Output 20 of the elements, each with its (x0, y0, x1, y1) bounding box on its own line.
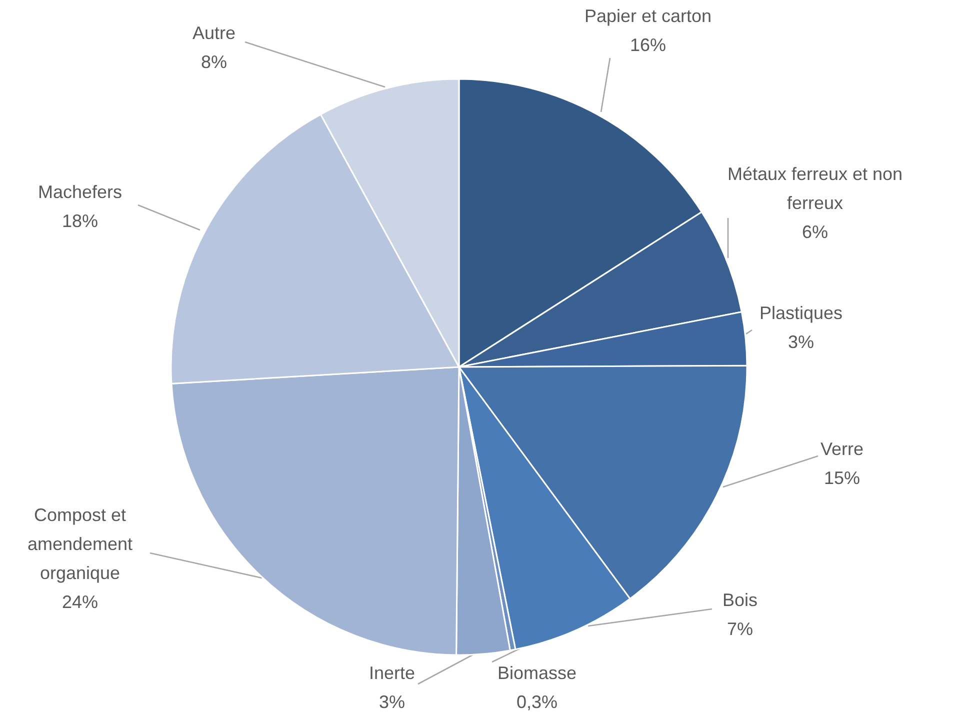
data-label: 18% (62, 211, 98, 231)
slice-label: Biomasse (497, 663, 577, 683)
data-label: 24% (62, 592, 98, 612)
data-label: 3% (378, 692, 406, 712)
slice-label: Inerte (368, 663, 416, 683)
data-label: 3% (788, 332, 814, 352)
slice-label: Plastiques (759, 303, 843, 323)
data-label: 6% (802, 222, 828, 242)
data-label: 0,3% (516, 692, 558, 712)
data-label: 8% (200, 52, 228, 72)
slice-label: Machefers (38, 182, 122, 202)
slice-label: Autre (192, 23, 236, 43)
slice-label: Compost et amendement organique (27, 505, 133, 583)
data-label: 15% (824, 468, 860, 488)
slice-label: Verre (820, 439, 864, 459)
slice-label: Papier et carton (584, 6, 712, 26)
slice-label: Bois (722, 590, 758, 610)
data-label: 16% (630, 35, 666, 55)
slice-label: Métaux ferreux et non ferreux (727, 164, 903, 213)
data-label: 7% (726, 619, 754, 639)
